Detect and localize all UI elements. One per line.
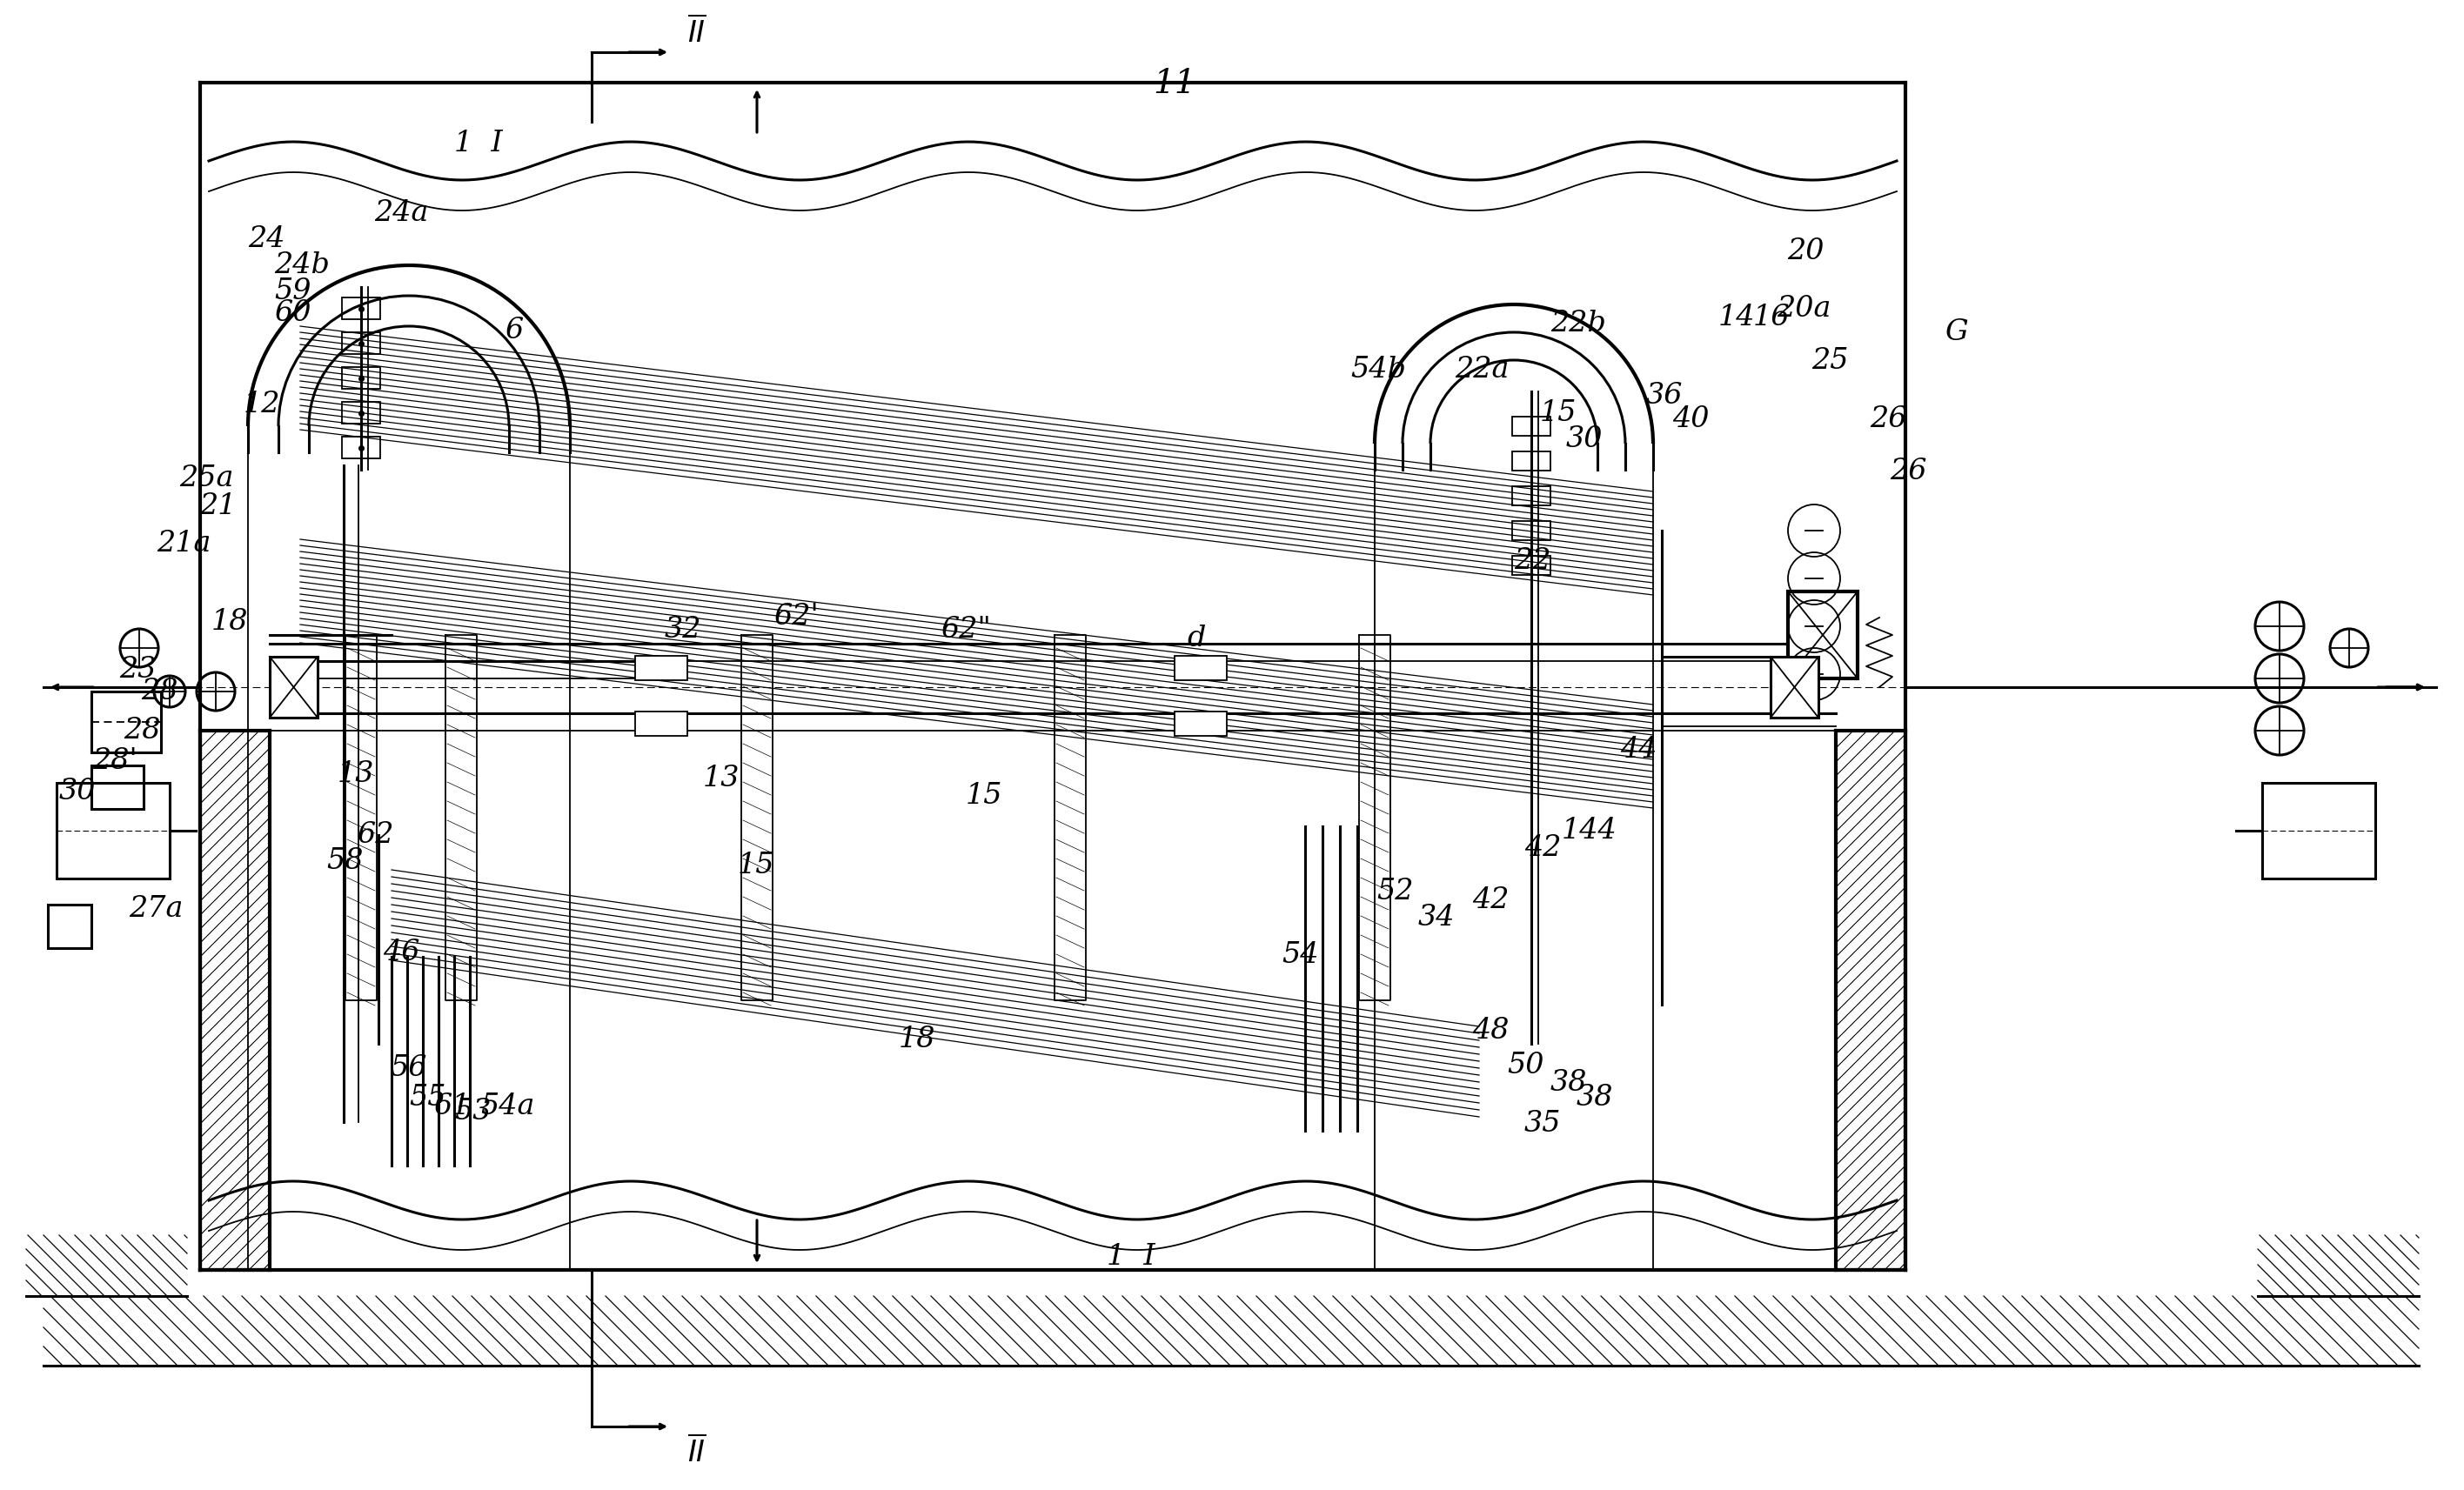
Text: 1  I: 1 I	[1106, 1243, 1156, 1271]
Text: 30: 30	[1565, 425, 1602, 453]
Text: 59: 59	[274, 277, 310, 305]
Text: 18: 18	[899, 1025, 936, 1053]
Text: 52: 52	[1377, 878, 1414, 906]
Bar	[1513, 486, 1550, 505]
Text: 40: 40	[1673, 405, 1710, 434]
Text: 144: 144	[1562, 817, 1616, 845]
Text: G: G	[1944, 319, 1969, 346]
Bar	[1175, 712, 1227, 736]
Bar	[342, 402, 379, 423]
Text: 38: 38	[1577, 1083, 1614, 1112]
Text: 23: 23	[121, 656, 158, 684]
Text: 24: 24	[249, 225, 286, 253]
Text: 55: 55	[409, 1083, 446, 1112]
Text: 50: 50	[1508, 1052, 1545, 1079]
Text: 34: 34	[1419, 904, 1456, 931]
Text: d: d	[1188, 624, 1205, 653]
Bar	[269, 657, 318, 718]
Bar	[342, 367, 379, 389]
Text: 25a: 25a	[180, 465, 234, 492]
Text: 1  I: 1 I	[453, 130, 503, 158]
Text: $\overline{II}$: $\overline{II}$	[687, 1435, 707, 1468]
Text: 13: 13	[702, 764, 739, 793]
Text: 12: 12	[244, 390, 281, 419]
Text: 28: 28	[123, 717, 160, 745]
Text: 62": 62"	[941, 615, 991, 644]
Text: 16: 16	[1754, 304, 1791, 331]
Text: 54: 54	[1281, 942, 1318, 968]
Text: 30: 30	[59, 778, 96, 806]
Bar	[636, 712, 687, 736]
Text: 15: 15	[966, 782, 1003, 809]
Text: 18: 18	[212, 608, 249, 636]
Text: 46: 46	[382, 939, 419, 967]
Bar	[47, 904, 91, 948]
Text: 25: 25	[1811, 347, 1848, 375]
Text: 24a: 24a	[375, 200, 429, 226]
Text: 62': 62'	[774, 603, 818, 630]
Text: 20a: 20a	[1777, 295, 1831, 323]
Text: 26: 26	[1870, 405, 1907, 434]
Bar	[1513, 522, 1550, 541]
Text: 60: 60	[274, 299, 310, 326]
Bar	[2262, 782, 2375, 879]
Bar	[91, 766, 143, 809]
Text: 24b: 24b	[274, 252, 330, 279]
Text: 44: 44	[1619, 736, 1656, 764]
Bar	[1789, 592, 1858, 678]
Text: 21a: 21a	[155, 530, 209, 557]
Text: 36: 36	[1646, 381, 1683, 410]
Bar	[91, 691, 160, 752]
Text: 27a: 27a	[128, 895, 182, 922]
Bar	[342, 298, 379, 319]
Text: 11: 11	[1153, 69, 1195, 100]
Bar	[342, 437, 379, 459]
Bar	[1513, 451, 1550, 471]
Text: 42: 42	[1471, 887, 1508, 915]
Text: 56: 56	[389, 1055, 426, 1082]
Bar	[636, 656, 687, 681]
Text: 14: 14	[1717, 304, 1754, 331]
Text: 38: 38	[1550, 1068, 1587, 1097]
Text: 54a: 54a	[480, 1092, 535, 1120]
Text: 32: 32	[665, 615, 702, 644]
Text: 20: 20	[1786, 237, 1823, 265]
Text: 6: 6	[505, 316, 522, 344]
Text: $\overline{II}$: $\overline{II}$	[687, 16, 707, 48]
Bar	[342, 332, 379, 355]
Text: 42: 42	[1525, 834, 1562, 863]
Text: 22: 22	[1513, 547, 1550, 575]
Text: 62: 62	[357, 821, 394, 849]
Text: 53: 53	[453, 1098, 490, 1125]
Text: 13: 13	[338, 760, 375, 788]
Bar	[1772, 657, 1818, 718]
Text: 22a: 22a	[1454, 356, 1508, 383]
Text: 61: 61	[434, 1092, 471, 1120]
Text: 54b: 54b	[1350, 356, 1407, 383]
Text: 28': 28'	[94, 746, 138, 775]
Text: 15: 15	[737, 852, 774, 879]
Text: 35: 35	[1525, 1110, 1562, 1138]
Bar	[1175, 656, 1227, 681]
Text: 15: 15	[1540, 399, 1577, 428]
Text: 26: 26	[1890, 457, 1927, 486]
Text: 58: 58	[325, 848, 362, 875]
Bar	[57, 782, 170, 879]
Text: 48: 48	[1471, 1016, 1508, 1044]
Text: 21: 21	[200, 492, 237, 520]
Text: 22b: 22b	[1550, 310, 1607, 338]
Bar	[1513, 556, 1550, 575]
Bar	[1513, 417, 1550, 435]
Text: 28: 28	[140, 678, 177, 705]
